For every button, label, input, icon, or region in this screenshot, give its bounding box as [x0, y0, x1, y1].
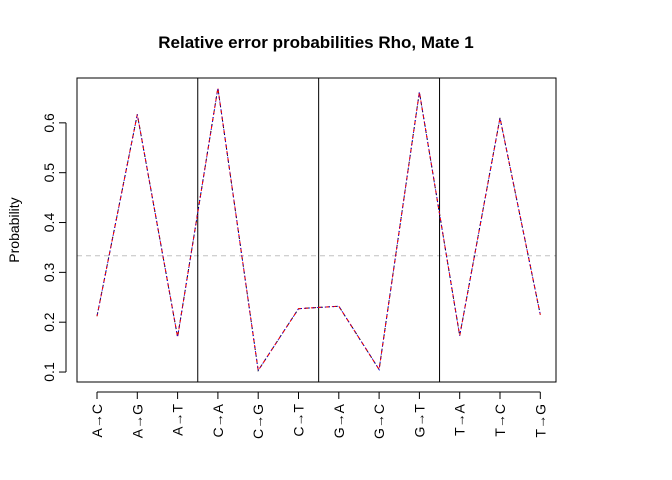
series-line-3 — [96, 87, 541, 372]
chart-title: Relative error probabilities Rho, Mate 1 — [158, 33, 474, 52]
x-tick-label: A→T — [170, 404, 186, 436]
plot-frame — [76, 77, 557, 383]
x-tick-label: G→A — [331, 403, 347, 438]
y-axis-label: Probability — [6, 197, 22, 262]
x-tick-label: G→T — [411, 404, 427, 438]
axes: 0.1 0.2 0.3 0.4 0.5 0.6 A→C A→G A→T C→A C→G C→T G→A G… — [41, 77, 557, 439]
y-tick-label: 0.1 — [41, 362, 57, 382]
y-tick-label: 0.6 — [41, 113, 57, 133]
x-tick-label: C→A — [210, 403, 226, 437]
plot-area — [77, 78, 556, 382]
y-tick-label: 0.4 — [41, 213, 57, 233]
x-tick-label: G→C — [371, 404, 387, 439]
x-tick-label: A→G — [129, 404, 145, 438]
x-tick-label: T→C — [492, 404, 508, 437]
y-tick-label: 0.2 — [41, 312, 57, 332]
x-tick-label: T→A — [452, 403, 468, 436]
x-tick-label: C→T — [291, 404, 307, 437]
y-tick-label: 0.5 — [41, 163, 57, 183]
y-tick-label: 0.3 — [41, 262, 57, 282]
x-tick-label: C→G — [250, 404, 266, 439]
x-tick-label: T→G — [532, 404, 548, 437]
x-tick-label: A→C — [89, 404, 105, 437]
